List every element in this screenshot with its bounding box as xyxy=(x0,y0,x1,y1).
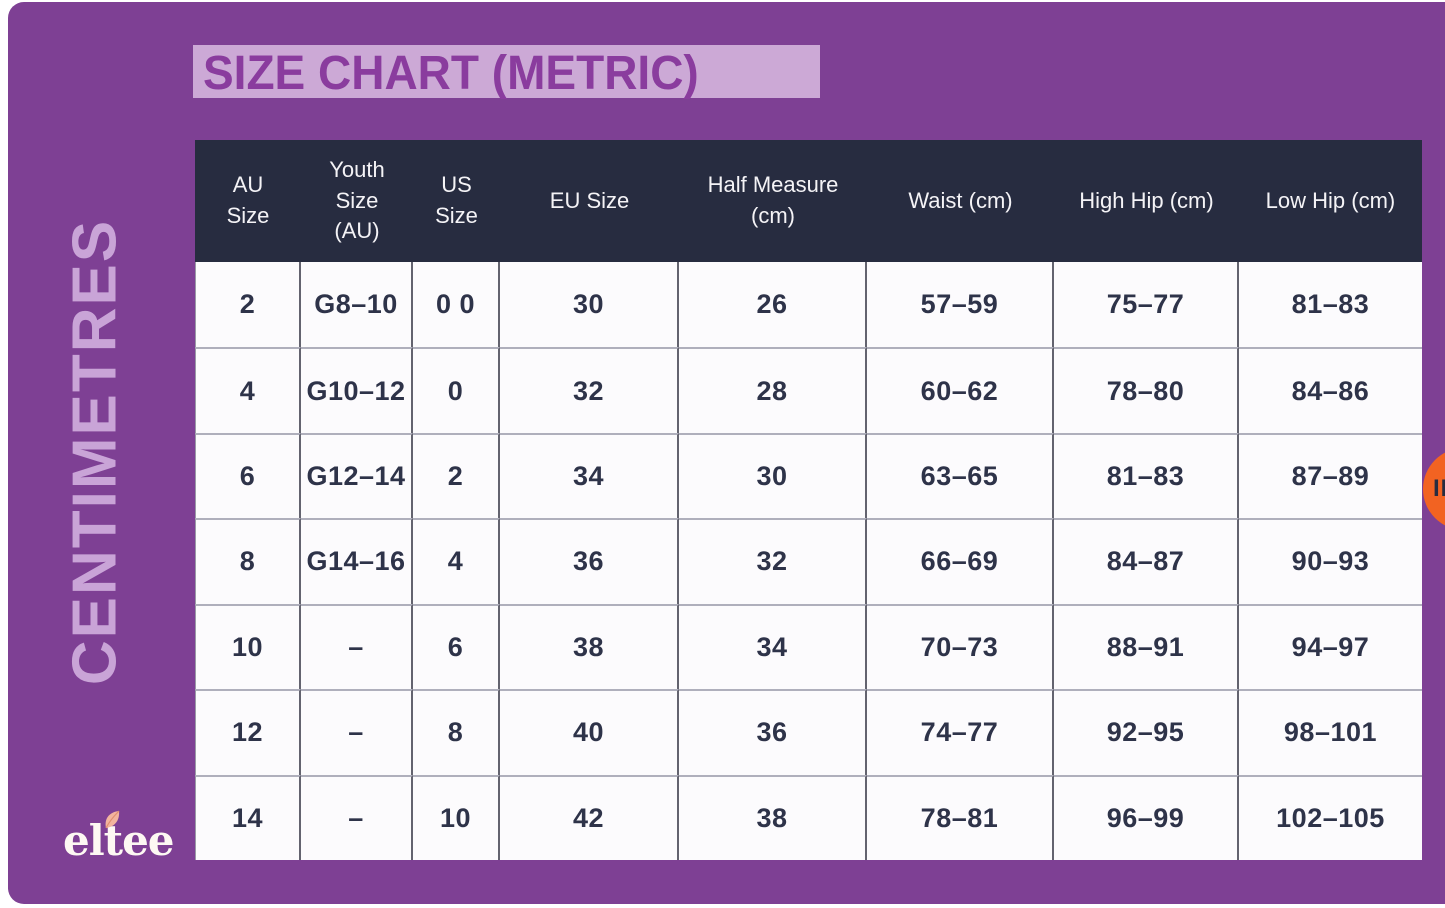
eltee-logo: eltee xyxy=(63,810,175,862)
table-cell: 102–105 xyxy=(1239,774,1422,860)
eltee-logo-text: eltee xyxy=(63,816,175,865)
table-cell: 98–101 xyxy=(1239,689,1422,774)
table-header-row: AU Size Youth Size (AU) US Size EU Size … xyxy=(195,140,1422,262)
leaf-icon xyxy=(105,810,120,829)
table-cell: G14–16 xyxy=(301,518,414,604)
table-cell: 34 xyxy=(679,603,867,690)
table-cell: 70–73 xyxy=(866,603,1054,690)
table-cell: 32 xyxy=(500,347,680,433)
title-band: SIZE CHART (METRIC) xyxy=(193,45,820,98)
table-cell: 30 xyxy=(679,432,867,519)
column-header-youth-size: Youth Size (AU) xyxy=(329,156,385,244)
table-cell: 84–86 xyxy=(1239,347,1422,432)
page-title: SIZE CHART (METRIC) xyxy=(203,44,699,99)
table-cell: 74–77 xyxy=(866,689,1054,775)
table-cell: – xyxy=(301,689,414,775)
table-cell: 34 xyxy=(500,432,680,519)
table-cell: 14 xyxy=(195,774,301,860)
table-cell: 42 xyxy=(500,774,680,860)
size-chart-panel: CENTIMETRES SIZE CHART (METRIC) AU Size … xyxy=(8,2,1445,904)
table-cell: 32 xyxy=(679,518,867,604)
table-body: 2 G8–10 0 0 30 26 57–59 75–77 81–83 4 G1… xyxy=(195,262,1422,860)
table-cell: 96–99 xyxy=(1053,774,1239,860)
table-cell: 28 xyxy=(679,347,867,433)
table-cell: G12–14 xyxy=(301,432,414,519)
table-cell: 92–95 xyxy=(1053,689,1239,775)
unit-vertical-label: CENTIMETRES xyxy=(60,218,130,686)
table-row: 4 G10–12 0 32 28 60–62 78–80 84–86 xyxy=(195,347,1422,433)
table-cell: 84–87 xyxy=(1053,518,1239,604)
table-cell: 2 xyxy=(195,262,301,348)
table-cell: 4 xyxy=(413,518,500,604)
table-cell: 81–83 xyxy=(1291,289,1370,320)
table-cell: 10 xyxy=(413,774,500,860)
table-cell: 2 xyxy=(413,432,500,519)
table-cell: 66–69 xyxy=(866,518,1054,604)
table-cell: 8 xyxy=(413,689,500,775)
table-cell: 78–81 xyxy=(866,774,1054,860)
inches-tab-label: IN xyxy=(1433,475,1445,502)
table-row: 12 – 8 40 36 74–77 92–95 98–101 xyxy=(195,689,1422,775)
column-header-us-size: US Size xyxy=(435,172,478,228)
table-cell: 4 xyxy=(195,347,301,433)
table-row: 2 G8–10 0 0 30 26 57–59 75–77 81–83 xyxy=(195,262,1422,348)
table-cell: 8 xyxy=(195,518,301,604)
column-header-low-hip: Low Hip (cm) xyxy=(1265,187,1396,213)
column-header-half-measure: Half Measure (cm) xyxy=(707,172,839,228)
table-cell: 26 xyxy=(679,262,867,348)
column-header-waist: Waist (cm) xyxy=(908,187,1013,213)
table-cell: 0 xyxy=(413,347,500,433)
table-cell: 0 0 xyxy=(413,262,500,348)
table-cell: 75–77 xyxy=(1054,262,1239,348)
table-cell: 30 xyxy=(500,262,680,348)
column-header-high-hip: High Hip (cm) xyxy=(1079,187,1214,213)
table-row: 10 – 6 38 34 70–73 88–91 94–97 xyxy=(195,603,1422,690)
table-cell: 78–80 xyxy=(1053,347,1239,433)
table-cell: G10–12 xyxy=(301,347,414,433)
table-cell: 36 xyxy=(679,689,867,775)
table-cell: 90–93 xyxy=(1239,518,1422,603)
column-header-eu-size: EU Size xyxy=(549,187,630,213)
table-cell: 94–97 xyxy=(1239,603,1422,689)
table-cell: – xyxy=(301,774,414,860)
table-cell: – xyxy=(301,603,414,690)
table-cell: 6 xyxy=(195,432,301,519)
table-row: 8 G14–16 4 36 32 66–69 84–87 90–93 xyxy=(195,518,1422,604)
table-cell: 38 xyxy=(500,603,680,690)
table-cell: 40 xyxy=(500,689,680,775)
inches-tab[interactable]: IN xyxy=(1423,448,1445,530)
column-header-au-size: AU Size xyxy=(226,172,270,228)
table-cell: 6 xyxy=(413,603,500,690)
table-cell: 81–83 xyxy=(1053,432,1239,519)
table-cell: 36 xyxy=(500,518,680,604)
table-cell: 57–59 xyxy=(867,262,1054,348)
table-cell: 38 xyxy=(679,774,867,860)
size-chart-table: AU Size Youth Size (AU) US Size EU Size … xyxy=(195,140,1422,860)
table-row: 6 G12–14 2 34 30 63–65 81–83 87–89 xyxy=(195,432,1422,519)
table-cell: 12 xyxy=(195,689,301,775)
table-cell: G8–10 xyxy=(301,262,414,348)
table-cell: 87–89 xyxy=(1239,432,1422,518)
table-cell: 63–65 xyxy=(866,432,1054,519)
table-cell: 60–62 xyxy=(866,347,1054,433)
table-row: 14 – 10 42 38 78–81 96–99 102–105 xyxy=(195,774,1422,860)
table-cell: 10 xyxy=(195,603,301,690)
table-cell: 88–91 xyxy=(1053,603,1239,690)
